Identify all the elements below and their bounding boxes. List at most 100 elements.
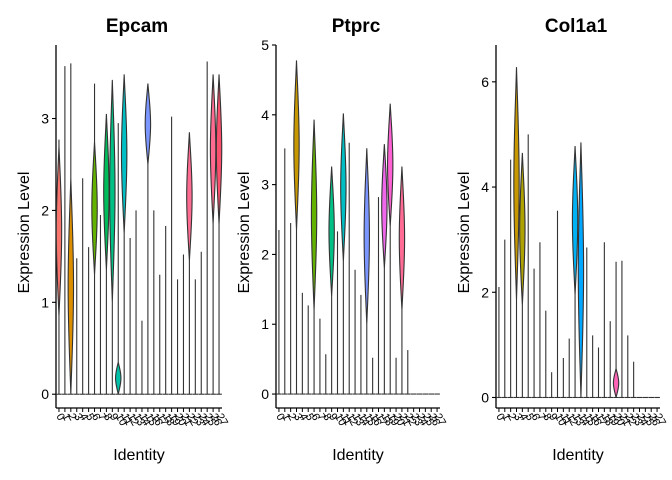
x-tick-label: 6 [528,412,541,423]
x-tick-label: 19 [385,412,402,429]
violin-6 [91,83,98,395]
x-tick-label: 15 [581,412,598,429]
x-tick-label: 8 [320,412,333,423]
x-tick-label: 15 [142,412,159,429]
violin-26 [209,74,217,395]
x-tick-label: 0 [493,412,506,423]
x-tick-label: 24 [196,412,213,429]
x-tick-label: 13 [130,412,147,429]
y-tick-label: 2 [41,202,49,218]
violin-8 [103,113,110,395]
violin-10 [114,123,122,395]
x-tick-label: 10 [332,412,349,429]
x-tick-label: 13 [569,412,586,429]
x-tick-label: 0 [273,412,286,423]
x-tick-label: 1 [59,412,72,423]
x-tick-label: 18 [379,412,396,429]
x-axis-label: Identity [113,447,165,464]
x-tick-label: 18 [160,412,177,429]
x-tick-label: 2 [505,412,518,423]
x-tick-label: 8 [540,412,553,423]
x-tick-label: 15 [361,412,378,429]
violin-9 [328,166,335,395]
x-tick-label: 18 [599,412,616,429]
y-axis-label: Expression Level [236,172,253,294]
chart-title: Ptprc [332,16,381,37]
x-axis-label: Identity [332,447,384,464]
violin-22 [186,132,193,395]
x-tick-label: 1 [279,412,292,423]
violin-4 [519,152,526,398]
y-tick-label: 6 [481,74,489,90]
x-tick-label: 3 [291,412,304,423]
chart-title: Epcam [106,16,168,37]
x-tick-label: 22 [184,412,201,429]
x-tick-label: 2 [65,412,78,423]
x-tick-label: 8 [101,412,114,423]
x-tick-label: 20 [390,412,407,429]
y-tick-label: 2 [261,246,269,262]
violin-3 [513,67,520,398]
x-tick-label: 16 [148,412,165,429]
y-tick-label: 3 [41,111,49,127]
x-tick-label: 6 [308,412,321,423]
y-tick-label: 0 [261,386,269,402]
x-tick-label: 16 [367,412,384,429]
x-tick-label: 17 [154,412,171,429]
x-tick-label: 10 [552,412,569,429]
y-tick-label: 5 [261,37,269,53]
y-tick-label: 0 [41,386,49,402]
x-tick-label: 25 [420,412,437,429]
x-tick-label: 24 [414,412,431,429]
x-tick-label: 17 [593,412,610,429]
x-tick-label: 9 [326,412,339,423]
x-tick-label: 9 [546,412,559,423]
violin-27 [215,74,223,395]
x-tick-label: 4 [517,412,530,423]
x-tick-label: 25 [640,412,657,429]
x-tick-label: 23 [628,412,645,429]
x-tick-label: 16 [587,412,604,429]
x-tick-label: 11 [558,412,574,428]
x-tick-label: 26 [426,412,443,429]
x-tick-label: 12 [564,412,581,429]
y-axis-label: Expression Level [456,172,473,294]
x-tick-label: 21 [396,412,413,429]
x-tick-label: 4 [77,412,90,423]
x-tick-label: 19 [605,412,622,429]
violin-15 [144,83,152,395]
y-tick-label: 4 [481,179,489,195]
x-tick-label: 11 [119,412,135,428]
y-axis-label: Expression Level [16,172,33,294]
y-tick-label: 1 [41,294,49,310]
x-tick-label: 13 [349,412,366,429]
x-tick-label: 26 [208,412,225,429]
x-tick-label: 4 [297,412,310,423]
y-tick-label: 3 [261,177,269,193]
violin-20 [612,261,620,398]
x-tick-label: 12 [125,412,142,429]
x-tick-label: 3 [511,412,524,423]
violin-19 [386,103,394,395]
x-tick-label: 7 [95,412,108,423]
chart-title: Col1a1 [545,16,608,37]
x-tick-label: 0 [53,412,66,423]
violin-15 [363,148,371,395]
x-tick-label: 17 [373,412,390,429]
x-tick-label: 20 [172,412,189,429]
x-axis-label: Identity [552,447,604,464]
violin-0 [55,139,63,395]
x-tick-label: 2 [285,412,298,423]
x-tick-label: 11 [338,412,354,428]
x-tick-label: 23 [190,412,207,429]
x-tick-label: 27 [213,412,230,429]
violin-9 [109,79,116,395]
x-tick-label: 22 [622,412,639,429]
x-tick-label: 7 [314,412,327,423]
violin-13 [571,145,579,398]
x-tick-label: 14 [136,412,153,429]
x-tick-label: 5 [83,412,96,423]
